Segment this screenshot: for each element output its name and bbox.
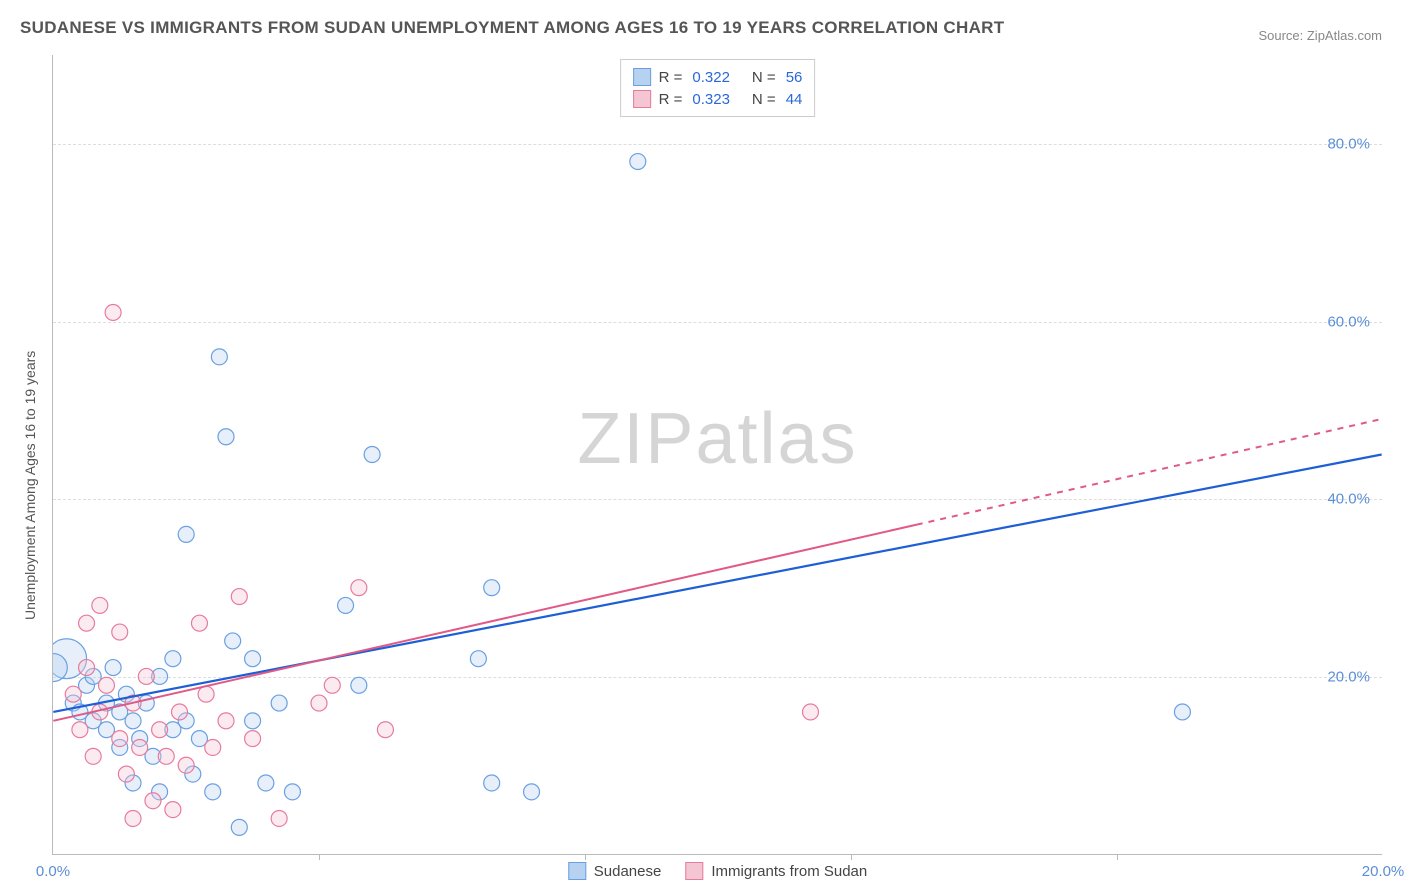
trend-line-dashed	[917, 419, 1382, 525]
source-credit: Source: ZipAtlas.com	[1258, 28, 1382, 43]
data-point	[165, 651, 181, 667]
data-point	[105, 304, 121, 320]
legend-r-label: R =	[659, 69, 683, 86]
data-point	[145, 793, 161, 809]
data-point	[225, 633, 241, 649]
data-point	[245, 731, 261, 747]
data-point	[172, 704, 188, 720]
trend-line	[53, 455, 1381, 712]
swatch-sudanese	[633, 68, 651, 86]
data-point	[271, 695, 287, 711]
data-point	[178, 757, 194, 773]
legend-item-immigrants: Immigrants from Sudan	[685, 862, 867, 880]
data-point	[271, 810, 287, 826]
data-point	[205, 739, 221, 755]
data-point	[85, 748, 101, 764]
data-point	[165, 802, 181, 818]
data-point	[364, 447, 380, 463]
legend-r-value-immigrants: 0.323	[692, 91, 730, 108]
data-point	[65, 686, 81, 702]
data-point	[205, 784, 221, 800]
data-point	[92, 597, 108, 613]
data-point	[258, 775, 274, 791]
data-point	[138, 668, 154, 684]
data-point	[72, 722, 88, 738]
legend-r-label: R =	[659, 91, 683, 108]
data-point	[338, 597, 354, 613]
data-point	[470, 651, 486, 667]
data-point	[112, 624, 128, 640]
data-point	[211, 349, 227, 365]
data-point	[105, 660, 121, 676]
x-tick-label: 20.0%	[1362, 863, 1405, 880]
chart-title: SUDANESE VS IMMIGRANTS FROM SUDAN UNEMPL…	[20, 18, 1004, 38]
data-point	[231, 819, 247, 835]
data-point	[178, 526, 194, 542]
data-point	[245, 651, 261, 667]
data-point	[198, 686, 214, 702]
data-point	[125, 713, 141, 729]
legend-r-value-sudanese: 0.322	[692, 69, 730, 86]
legend-label-immigrants: Immigrants from Sudan	[711, 863, 867, 880]
data-point	[98, 677, 114, 693]
data-point	[351, 580, 367, 596]
data-point	[630, 154, 646, 170]
data-point	[152, 722, 168, 738]
correlation-legend: R = 0.322 N = 56 R = 0.323 N = 44	[620, 59, 816, 117]
swatch-sudanese	[568, 862, 586, 880]
y-axis-label: Unemployment Among Ages 16 to 19 years	[22, 351, 38, 620]
legend-n-value-sudanese: 56	[786, 69, 803, 86]
swatch-immigrants	[685, 862, 703, 880]
x-tick-label: 0.0%	[36, 863, 70, 880]
data-point	[484, 580, 500, 596]
data-point	[484, 775, 500, 791]
legend-row-immigrants: R = 0.323 N = 44	[633, 88, 803, 110]
series-legend: Sudanese Immigrants from Sudan	[568, 862, 867, 880]
legend-row-sudanese: R = 0.322 N = 56	[633, 66, 803, 88]
data-point	[218, 713, 234, 729]
legend-n-value-immigrants: 44	[786, 91, 803, 108]
legend-n-label: N =	[752, 91, 776, 108]
data-point	[311, 695, 327, 711]
data-point	[112, 731, 128, 747]
data-point	[1174, 704, 1190, 720]
data-point	[79, 615, 95, 631]
data-point	[377, 722, 393, 738]
data-point	[351, 677, 367, 693]
data-point	[118, 766, 134, 782]
data-point	[132, 739, 148, 755]
legend-label-sudanese: Sudanese	[594, 863, 662, 880]
data-point	[218, 429, 234, 445]
chart-svg	[53, 55, 1382, 854]
data-point	[231, 589, 247, 605]
trend-line	[53, 525, 916, 721]
swatch-immigrants	[633, 90, 651, 108]
data-point	[284, 784, 300, 800]
data-point	[79, 660, 95, 676]
data-point	[524, 784, 540, 800]
data-point	[158, 748, 174, 764]
data-point	[802, 704, 818, 720]
data-point	[245, 713, 261, 729]
data-point	[324, 677, 340, 693]
data-point	[191, 615, 207, 631]
legend-item-sudanese: Sudanese	[568, 862, 662, 880]
plot-area: R = 0.322 N = 56 R = 0.323 N = 44 ZIPatl…	[52, 55, 1382, 855]
data-point	[125, 810, 141, 826]
legend-n-label: N =	[752, 69, 776, 86]
